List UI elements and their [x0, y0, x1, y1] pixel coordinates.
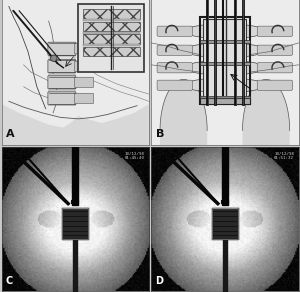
- Text: B: B: [156, 129, 164, 139]
- Ellipse shape: [184, 78, 266, 93]
- Text: 10/12/98
01:51:32: 10/12/98 01:51:32: [274, 152, 294, 160]
- Ellipse shape: [184, 60, 266, 75]
- Text: C: C: [6, 276, 13, 286]
- Polygon shape: [160, 79, 207, 145]
- FancyBboxPatch shape: [48, 92, 76, 105]
- FancyBboxPatch shape: [257, 26, 292, 36]
- Ellipse shape: [184, 24, 266, 39]
- FancyBboxPatch shape: [157, 26, 192, 36]
- FancyBboxPatch shape: [74, 44, 94, 54]
- Bar: [82, 34, 140, 44]
- Circle shape: [51, 55, 57, 61]
- Bar: [62, 208, 88, 239]
- Bar: [212, 208, 238, 239]
- Bar: [203, 19, 246, 102]
- FancyBboxPatch shape: [49, 74, 75, 78]
- FancyBboxPatch shape: [48, 60, 76, 73]
- FancyBboxPatch shape: [49, 56, 75, 60]
- Bar: [78, 4, 144, 72]
- FancyBboxPatch shape: [157, 45, 192, 55]
- FancyBboxPatch shape: [257, 63, 292, 73]
- Polygon shape: [242, 79, 290, 145]
- FancyBboxPatch shape: [257, 45, 292, 55]
- Bar: [82, 32, 140, 34]
- FancyBboxPatch shape: [257, 80, 292, 91]
- Bar: [200, 96, 250, 98]
- FancyBboxPatch shape: [48, 76, 76, 89]
- Text: 10/12/98
01:45:40: 10/12/98 01:45:40: [124, 152, 144, 160]
- Ellipse shape: [184, 43, 266, 58]
- Bar: [200, 98, 250, 104]
- Ellipse shape: [219, 63, 231, 72]
- Bar: [82, 44, 140, 46]
- Bar: [82, 19, 140, 22]
- FancyBboxPatch shape: [48, 42, 76, 55]
- Text: D: D: [156, 276, 164, 286]
- Bar: [200, 62, 250, 65]
- FancyBboxPatch shape: [74, 77, 94, 88]
- Ellipse shape: [219, 46, 231, 55]
- Ellipse shape: [219, 81, 231, 90]
- Text: A: A: [6, 129, 14, 139]
- FancyBboxPatch shape: [157, 80, 192, 91]
- FancyBboxPatch shape: [157, 63, 192, 73]
- Bar: [82, 22, 140, 31]
- FancyBboxPatch shape: [74, 61, 94, 71]
- Ellipse shape: [219, 27, 231, 36]
- Bar: [200, 40, 250, 43]
- FancyBboxPatch shape: [49, 90, 75, 94]
- Bar: [82, 9, 140, 19]
- Polygon shape: [2, 104, 149, 145]
- Bar: [82, 46, 140, 56]
- FancyBboxPatch shape: [74, 93, 94, 103]
- Bar: [200, 17, 250, 104]
